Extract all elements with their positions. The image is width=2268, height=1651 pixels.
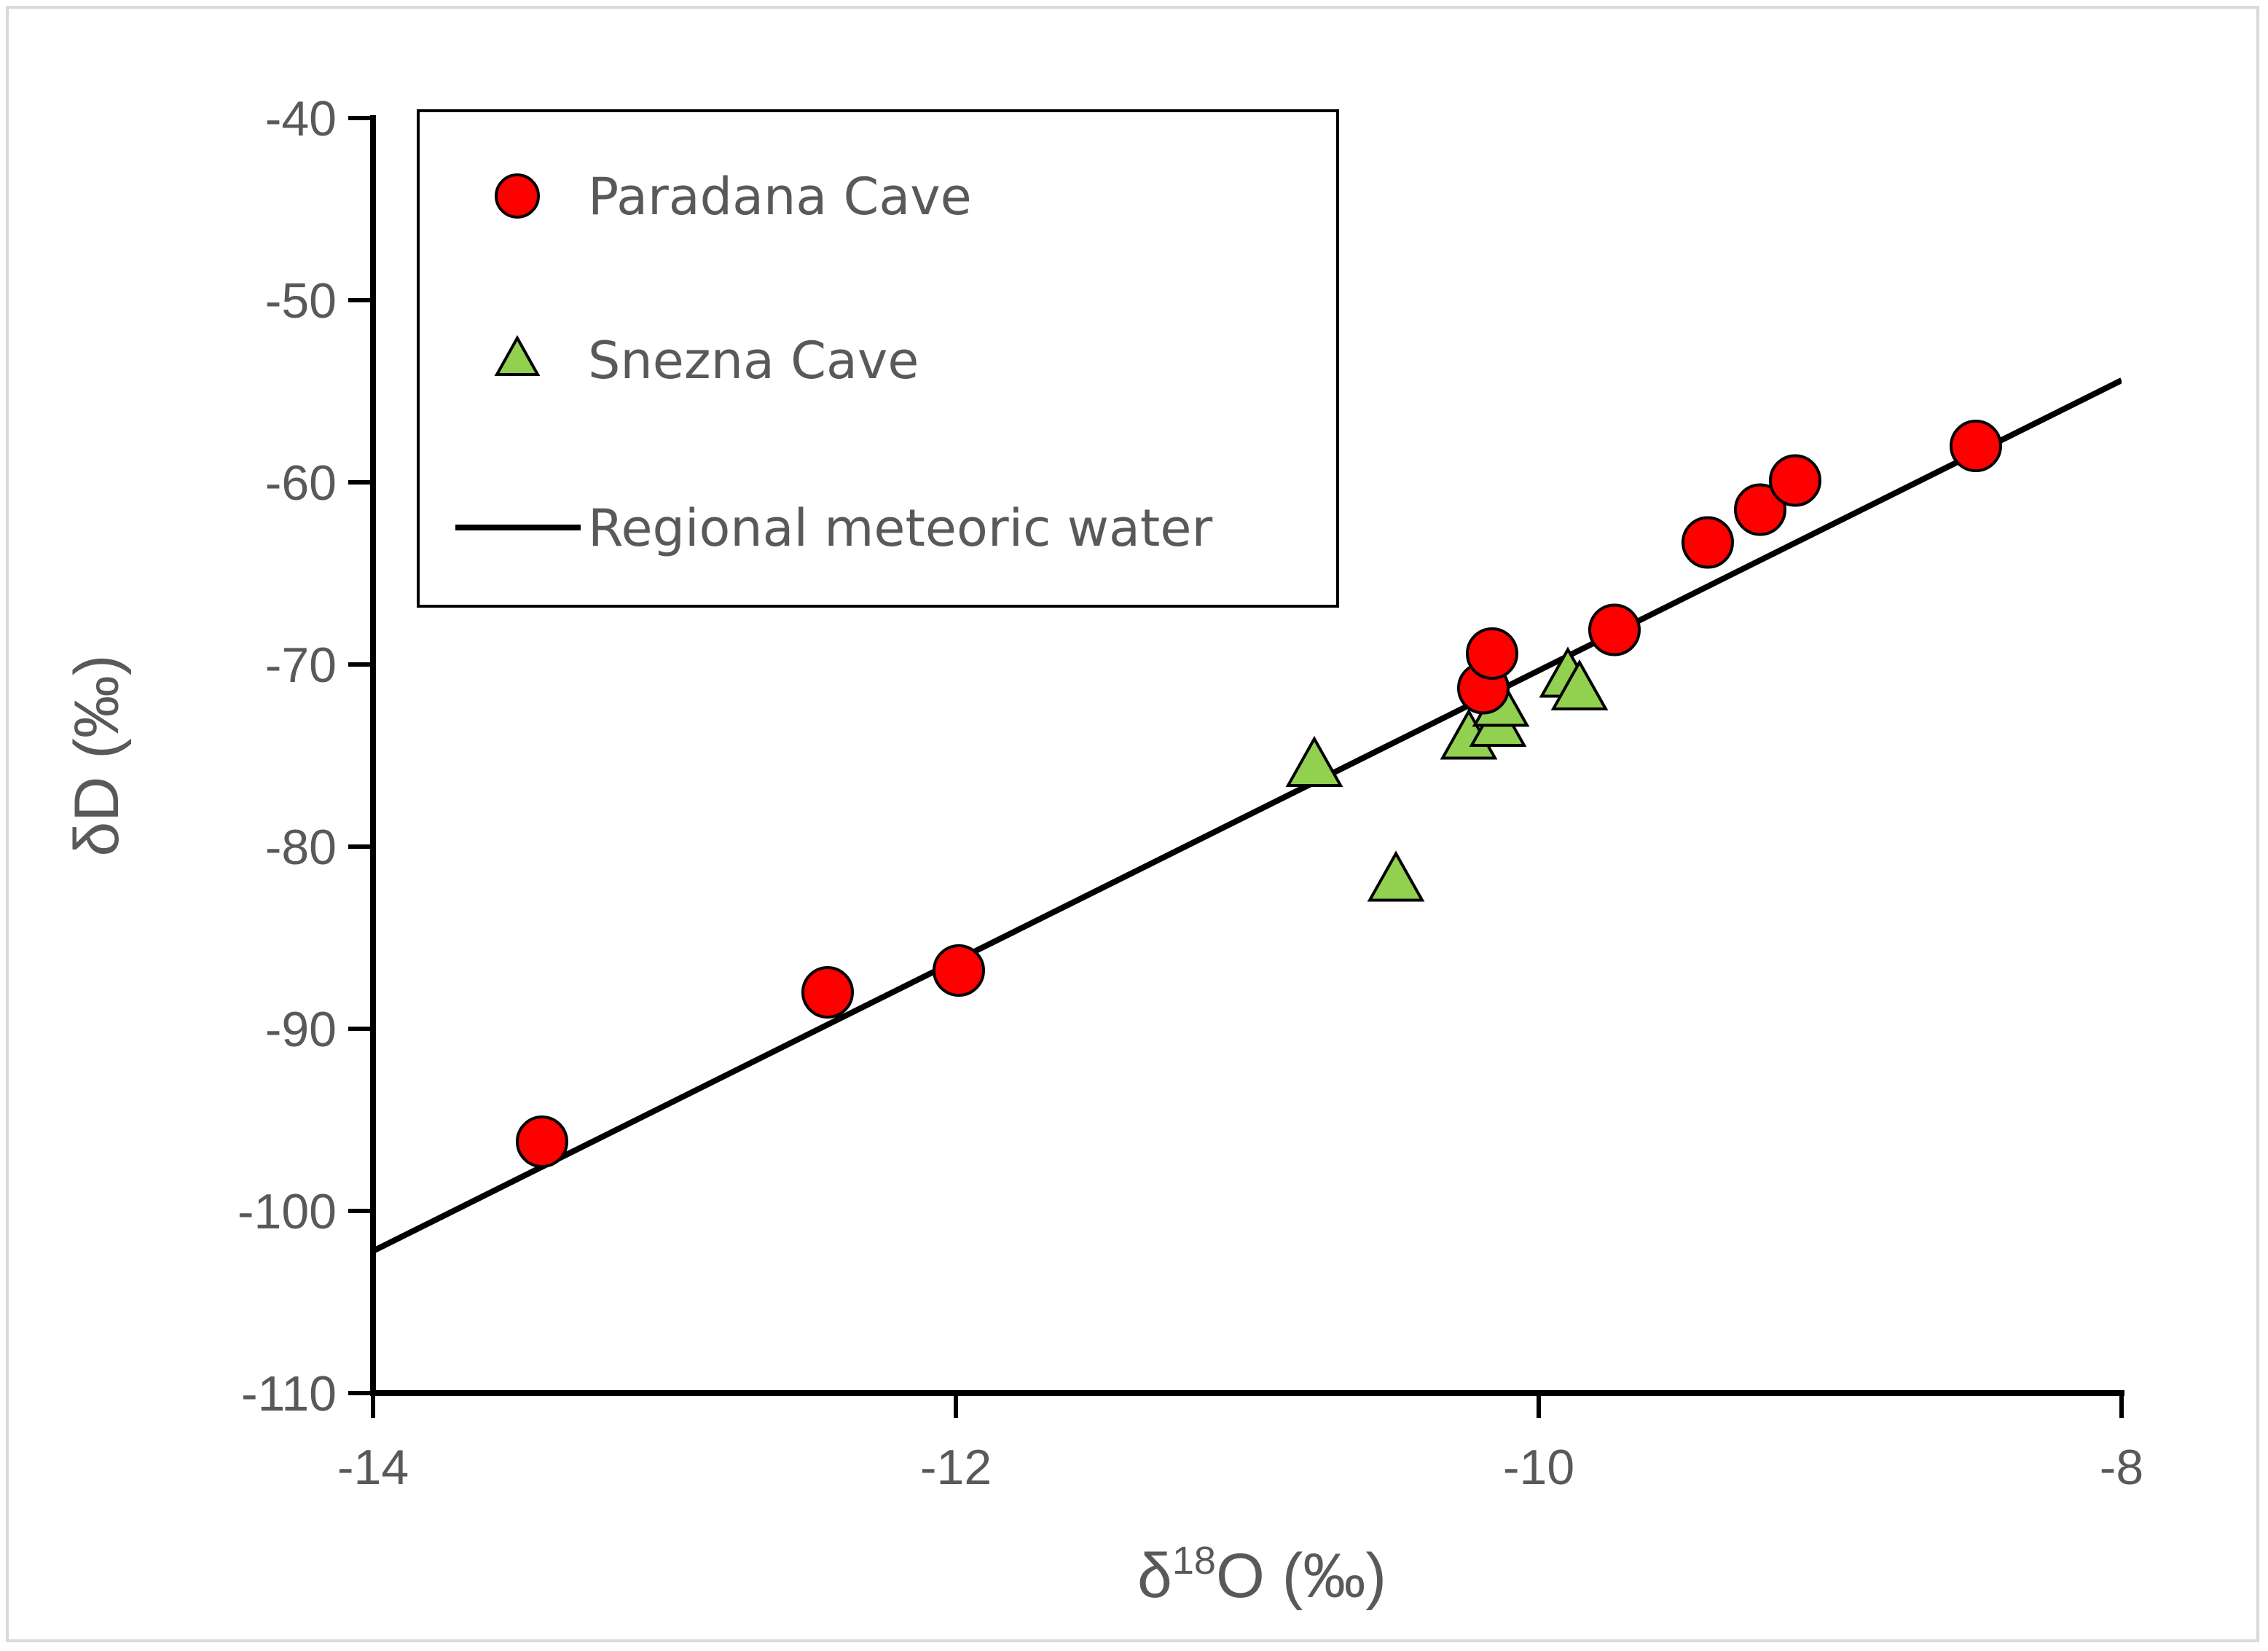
axes bbox=[348, 115, 2124, 1418]
paradana-cave-point bbox=[1682, 516, 1734, 569]
x-axis-title-suffix: O (‰) bbox=[1216, 1541, 1386, 1611]
scatter-chart: -40 -50 -60 -70 -80 -90 -100 -110 -14 -12 -10 -8 δ… bbox=[62, 91, 2143, 1611]
y-tick-label: -70 bbox=[265, 638, 337, 693]
paradana-cave-point bbox=[801, 966, 854, 1019]
y-tick-label: -110 bbox=[241, 1366, 337, 1421]
paradana-cave-point bbox=[1466, 627, 1518, 680]
legend-paradana-marker bbox=[495, 173, 540, 219]
x-tick-labels: -14 -12 -10 -8 bbox=[337, 1440, 2143, 1495]
snezna-cave-point bbox=[1285, 735, 1343, 787]
meteoric-water-line-group bbox=[373, 377, 2122, 1254]
snezna-cave-point bbox=[1550, 659, 1609, 710]
snezna-cave-point bbox=[1367, 850, 1425, 902]
x-tick-label: -12 bbox=[920, 1440, 992, 1495]
y-tick-label: -40 bbox=[265, 91, 337, 146]
y-tick-label: -100 bbox=[238, 1184, 337, 1239]
x-tick-label: -14 bbox=[337, 1440, 409, 1495]
x-axis-title-superscript: 18 bbox=[1172, 1539, 1216, 1583]
y-tick-labels: -40 -50 -60 -70 -80 -90 -100 -110 bbox=[238, 91, 337, 1421]
paradana-cave-point bbox=[933, 944, 985, 997]
legend-box bbox=[417, 109, 1339, 608]
meteoric-water-line bbox=[373, 377, 2122, 1254]
data-points-group bbox=[516, 420, 2002, 1168]
paradana-cave-point bbox=[1588, 603, 1641, 656]
x-axis-title: δ18O (‰) bbox=[1137, 1539, 1386, 1611]
paradana-cave-point bbox=[1769, 454, 1821, 507]
y-tick-label: -90 bbox=[265, 1002, 337, 1057]
legend-snezna-marker bbox=[494, 334, 541, 376]
y-axis-title: δD (‰) bbox=[62, 654, 132, 856]
y-tick-label: -80 bbox=[265, 820, 337, 875]
x-tick-label: -10 bbox=[1503, 1440, 1574, 1495]
paradana-cave-point bbox=[516, 1115, 568, 1168]
legend-paradana-label: Paradana Cave bbox=[588, 167, 972, 227]
y-tick-label: -50 bbox=[265, 273, 337, 329]
y-tick-label: -60 bbox=[265, 455, 337, 511]
x-axis-title-prefix: δ bbox=[1137, 1541, 1172, 1611]
legend-meteoric-label: Regional meteoric water bbox=[588, 498, 1212, 558]
legend-snezna-label: Snezna Cave bbox=[588, 331, 919, 391]
x-tick-label: -8 bbox=[2100, 1440, 2143, 1495]
paradana-cave-point bbox=[1734, 483, 1786, 536]
legend: Paradana Cave Snezna Cave Regional meteo… bbox=[417, 109, 1339, 608]
chart-frame: -40 -50 -60 -70 -80 -90 -100 -110 -14 -12 -10 -8 δ… bbox=[6, 6, 2259, 1642]
paradana-cave-point bbox=[1950, 420, 2002, 472]
